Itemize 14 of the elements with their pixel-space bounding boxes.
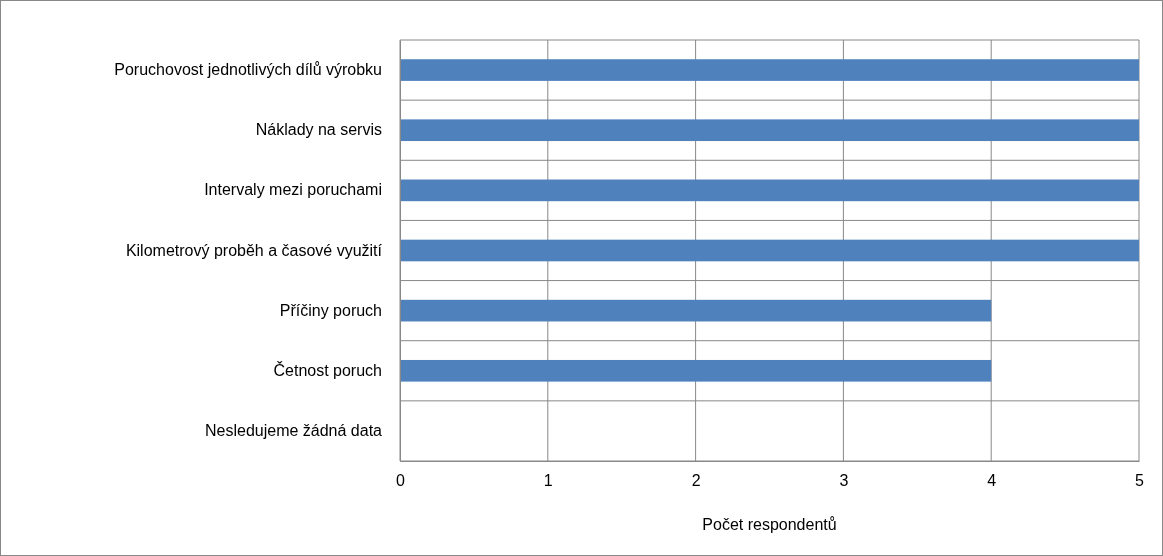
x-tick-label: 2 [691,472,701,490]
y-tick-label: Nesledujeme žádná data [204,422,383,440]
y-tick-label: Četnost poruch [273,360,382,379]
x-tick-label: 1 [543,472,553,490]
y-tick-label: Příčiny poruch [279,301,382,319]
y-tick-label: Intervaly mezi poruchami [204,181,382,199]
x-tick-label: 3 [839,472,849,490]
x-tick-label: 0 [396,472,406,490]
y-tick-label: Kilometrový proběh a časové využití [125,241,383,259]
y-tick-label: Náklady na servis [255,121,382,139]
x-axis-title: Počet respondentů [702,516,837,533]
x-tick-label: 4 [987,472,997,490]
y-tick-label: Poruchovost jednotlivých dílů výrobku [114,61,382,79]
x-tick-label: 5 [1135,472,1145,490]
